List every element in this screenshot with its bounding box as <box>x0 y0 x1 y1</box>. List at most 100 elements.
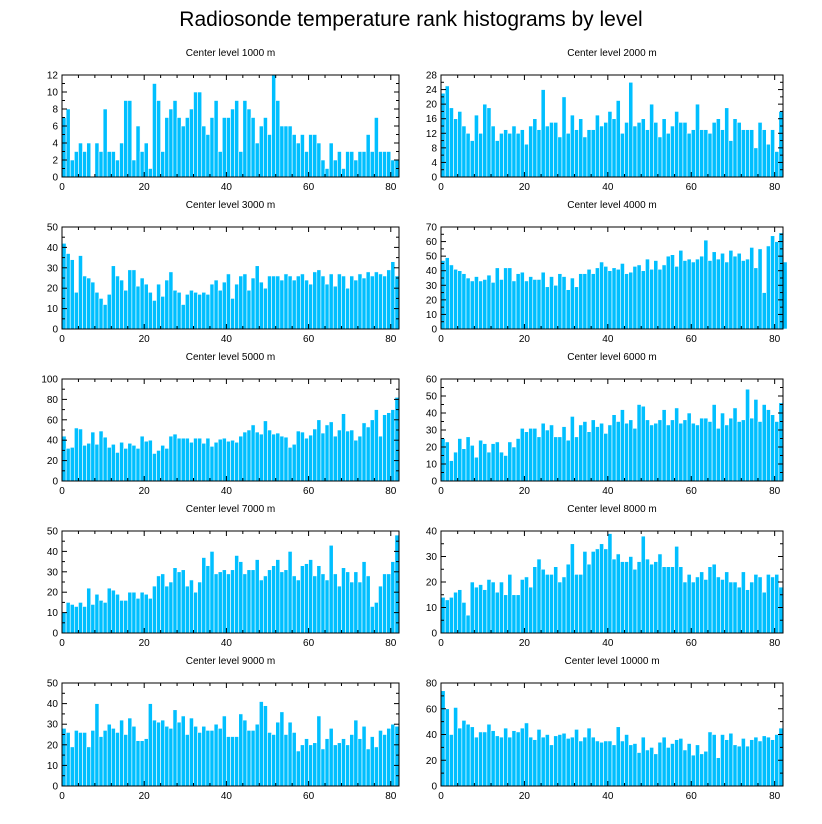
histogram-bar <box>94 443 100 482</box>
histogram-bar <box>271 734 277 787</box>
panel-title: Center level 6000 m <box>567 352 657 363</box>
histogram-bar <box>143 593 149 634</box>
histogram-bar <box>258 433 264 482</box>
histogram-bar <box>209 117 215 178</box>
x-tick-label: 40 <box>221 334 233 345</box>
histogram-bar <box>515 594 521 634</box>
histogram-bar <box>217 571 223 634</box>
histogram-bar <box>152 453 157 482</box>
x-tick-label: 20 <box>139 638 151 649</box>
histogram-bar <box>682 122 688 178</box>
histogram-bar <box>98 736 104 787</box>
histogram-bar <box>540 568 546 634</box>
histogram-bar <box>106 294 112 330</box>
panel-title: Center level 4000 m <box>567 200 657 211</box>
histogram-bar <box>557 734 563 787</box>
histogram-bar <box>670 254 675 330</box>
histogram-bar <box>337 429 342 482</box>
histogram-bar <box>607 533 613 634</box>
histogram-bar <box>357 435 363 482</box>
histogram-bar <box>457 589 463 634</box>
histogram-bar <box>507 441 513 482</box>
histogram-bar <box>632 743 638 787</box>
histogram-bar <box>453 707 458 787</box>
histogram-bar <box>176 291 182 330</box>
histogram-bar <box>102 730 108 787</box>
histogram-bar <box>374 602 379 634</box>
histogram-panel: 0 20 40 60 80 0 10 20 30 40 Center level 8000 m <box>426 504 784 649</box>
histogram-bar <box>271 433 277 482</box>
x-tick-label: 40 <box>602 791 614 802</box>
x-tick-label: 20 <box>519 334 531 345</box>
x-tick-label: 0 <box>59 791 65 802</box>
histogram-bar <box>176 117 182 178</box>
histogram-bar <box>226 573 231 634</box>
histogram-bar <box>499 279 504 330</box>
histogram-bar <box>168 581 174 634</box>
panel-title: Center level 8000 m <box>567 504 657 515</box>
histogram-bar <box>295 579 301 634</box>
histogram-bar <box>628 744 634 787</box>
histogram-bar <box>250 730 256 787</box>
histogram-bar <box>189 108 194 178</box>
histogram-bar <box>74 606 79 634</box>
histogram-bar <box>357 151 363 178</box>
histogram-bar <box>337 151 342 178</box>
histogram-bar <box>143 738 149 787</box>
histogram-bar <box>590 736 596 787</box>
histogram-bar <box>291 134 297 178</box>
histogram-bar <box>703 750 709 787</box>
histogram-bar <box>242 719 248 787</box>
histogram-bar <box>287 551 293 634</box>
histogram-bar <box>574 286 579 330</box>
y-tick-label: 40 <box>47 243 59 254</box>
x-tick-label: 80 <box>769 182 781 193</box>
x-tick-label: 0 <box>59 638 65 649</box>
histogram-bar <box>474 586 479 634</box>
histogram-bar <box>230 298 235 330</box>
histogram-bar <box>127 717 133 787</box>
histogram-bar <box>661 118 667 178</box>
histogram-bar <box>711 734 717 787</box>
histogram-bar <box>254 559 260 634</box>
histogram-bar <box>291 732 297 787</box>
histogram-bar <box>90 431 96 482</box>
histogram-bar <box>661 736 667 787</box>
x-tick-label: 20 <box>139 182 151 193</box>
histogram-bar <box>486 451 492 482</box>
histogram-bar <box>143 440 149 482</box>
x-tick-label: 60 <box>303 334 315 345</box>
histogram-bar <box>440 92 446 178</box>
x-tick-label: 0 <box>59 486 65 497</box>
y-tick-label: 50 <box>47 527 59 538</box>
histogram-bar <box>444 708 450 787</box>
histogram-bar <box>131 269 137 330</box>
histogram-bar <box>275 100 281 178</box>
y-tick-label: 60 <box>426 237 438 248</box>
histogram-bar <box>365 748 371 787</box>
histogram-bar <box>599 261 604 330</box>
histogram-bar <box>507 132 513 178</box>
y-tick-label: 80 <box>47 395 59 406</box>
histogram-bar <box>304 437 309 482</box>
histogram-bar <box>283 569 289 634</box>
histogram-bar <box>494 140 500 178</box>
histogram-bar <box>320 159 326 178</box>
histogram-bar <box>695 258 700 330</box>
histogram-bar <box>197 581 203 634</box>
histogram-bar <box>369 606 375 634</box>
histogram-bar <box>544 429 550 482</box>
histogram-bar <box>515 273 521 330</box>
x-tick-label: 40 <box>602 334 614 345</box>
histogram-bar <box>152 300 157 330</box>
histogram-bar <box>156 100 161 178</box>
histogram-bar <box>457 270 463 330</box>
histogram-bar <box>511 730 517 787</box>
histogram-bar <box>152 719 157 787</box>
y-tick-label: 50 <box>47 223 59 234</box>
histogram-bar <box>279 711 285 787</box>
y-tick-label: 30 <box>47 720 59 731</box>
histogram-bar <box>160 573 166 634</box>
histogram-bar <box>337 273 342 330</box>
